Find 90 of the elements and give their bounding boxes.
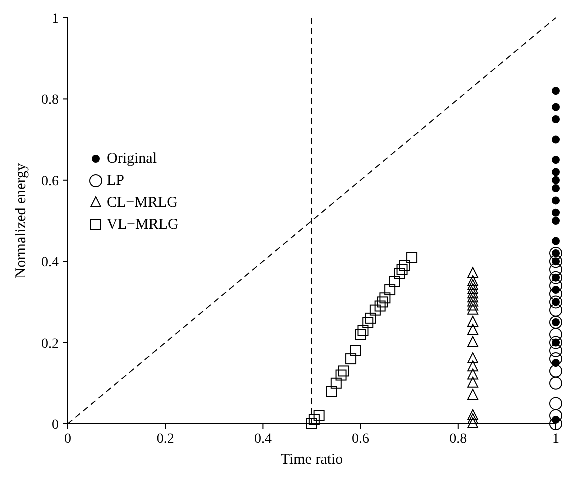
- point: [468, 409, 479, 420]
- legend-label: CL−MRLG: [107, 194, 178, 212]
- point: [338, 366, 350, 377]
- point: [380, 292, 391, 304]
- y-tick-label: 0.4: [42, 256, 59, 271]
- point: [468, 300, 479, 311]
- point: [552, 116, 560, 124]
- x-tick-label: 0: [64, 432, 72, 447]
- point: [308, 414, 320, 426]
- point: [468, 389, 479, 400]
- point: [326, 386, 338, 398]
- legend-label: LP: [107, 172, 125, 190]
- point: [550, 271, 562, 284]
- point: [552, 196, 560, 205]
- point: [550, 397, 562, 410]
- x-tick-label: 0.2: [156, 432, 174, 447]
- point: [389, 276, 400, 288]
- point: [552, 184, 560, 193]
- point: [468, 376, 479, 388]
- point: [468, 296, 479, 307]
- point: [314, 410, 325, 422]
- point: [550, 328, 562, 342]
- point: [468, 418, 479, 428]
- point: [468, 324, 479, 336]
- point: [350, 345, 362, 356]
- y-tick-label: 0: [52, 418, 59, 433]
- point: [550, 409, 562, 422]
- point: [468, 368, 479, 380]
- point: [550, 255, 562, 268]
- point: [468, 336, 479, 348]
- point: [552, 136, 560, 144]
- legend-label: Original: [107, 150, 157, 168]
- point: [550, 279, 562, 292]
- point: [552, 237, 560, 246]
- point: [550, 304, 562, 317]
- point: [394, 268, 406, 280]
- point: [306, 418, 318, 430]
- point: [552, 168, 560, 176]
- point: [550, 296, 562, 309]
- point: [468, 360, 479, 372]
- point: [374, 300, 386, 312]
- point: [550, 246, 562, 260]
- point: [396, 264, 408, 276]
- point: [365, 312, 376, 324]
- point: [468, 304, 479, 315]
- x-tick-label: 0.6: [352, 432, 370, 447]
- point: [552, 208, 560, 217]
- point: [358, 325, 369, 336]
- point: [468, 275, 479, 286]
- point: [552, 87, 560, 96]
- point: [552, 156, 560, 164]
- y-axis-title: Normalized energy: [13, 162, 30, 279]
- point: [355, 329, 366, 340]
- point: [468, 267, 479, 278]
- point: [468, 292, 479, 303]
- point: [336, 370, 347, 381]
- point: [552, 176, 560, 184]
- point: [468, 279, 479, 290]
- point: [384, 284, 396, 296]
- x-tick-label: 0.8: [450, 432, 468, 447]
- point: [468, 288, 479, 299]
- x-axis-title: Time ratio: [280, 452, 344, 468]
- point: [552, 217, 560, 225]
- x-tick-label: 0.4: [254, 432, 272, 447]
- point: [550, 316, 562, 329]
- point: [468, 316, 479, 327]
- point: [330, 378, 342, 389]
- point: [550, 376, 562, 390]
- y-tick-label: 0.2: [42, 336, 59, 352]
- point: [550, 352, 562, 366]
- point: [406, 252, 418, 264]
- point: [552, 103, 560, 112]
- y-tick-label: 1: [52, 12, 59, 27]
- point: [370, 304, 381, 316]
- point: [399, 260, 410, 272]
- point: [362, 317, 374, 328]
- point: [550, 263, 562, 276]
- point: [468, 284, 479, 295]
- x-tick-label: 1: [552, 432, 560, 447]
- point: [550, 344, 562, 358]
- y-tick-label: 0.8: [42, 93, 59, 108]
- point: [346, 354, 357, 365]
- legend-label: VL−MRLG: [107, 216, 179, 234]
- point: [377, 296, 388, 308]
- point: [550, 418, 562, 430]
- point: [468, 352, 479, 364]
- point: [550, 364, 562, 378]
- y-tick-label: 0.6: [42, 174, 59, 190]
- point: [550, 288, 562, 301]
- point: [550, 336, 562, 350]
